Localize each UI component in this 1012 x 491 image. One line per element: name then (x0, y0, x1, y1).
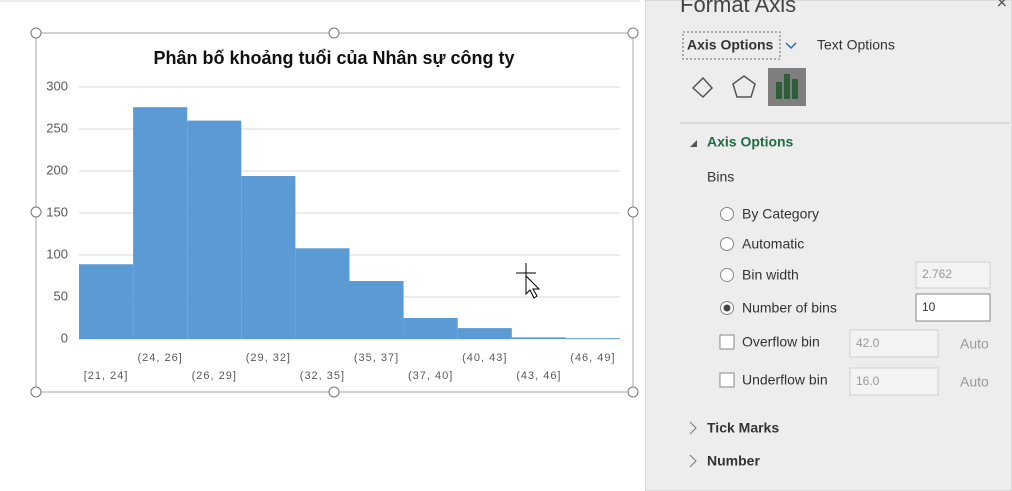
option[interactable]: By Category (742, 206, 819, 222)
x-tick-label: (29, 32] (246, 352, 291, 364)
x-tick-label: (24, 26] (137, 352, 182, 364)
option[interactable]: Automatic (742, 236, 804, 252)
tab[interactable]: Text Options (817, 37, 895, 53)
section[interactable]: Axis Options (707, 134, 794, 150)
bar (79, 264, 134, 339)
auto-button[interactable]: Auto (960, 374, 989, 390)
bar (565, 338, 620, 339)
collapse (689, 421, 697, 435)
tab[interactable]: Axis Options (687, 37, 774, 53)
group: Bins (707, 169, 734, 185)
input-value: 16.0 (856, 374, 880, 388)
auto-button[interactable]: Auto (960, 336, 989, 352)
panel-title: Format Axis (680, 0, 796, 17)
option[interactable]: Number of bins (742, 300, 837, 316)
x-tick-label: (26, 29] (192, 370, 237, 382)
bar (349, 281, 404, 339)
input[interactable] (849, 329, 939, 358)
input-value: 42.0 (856, 336, 880, 350)
x-tick-label: (35, 37] (354, 352, 399, 364)
bar (403, 318, 458, 339)
effects-icon[interactable] (732, 75, 756, 98)
input-value: 10 (922, 300, 936, 314)
x-tick-label: [21, 24] (84, 370, 129, 382)
x-tick-label: (32, 35] (300, 370, 345, 382)
bar (511, 337, 566, 339)
collapse (689, 454, 697, 468)
y-tick-label: 100 (46, 246, 68, 261)
y-tick-label: 0 (61, 330, 68, 345)
cursor (516, 263, 541, 299)
input[interactable] (915, 261, 991, 289)
expand (690, 140, 697, 147)
option[interactable]: Underflow bin (742, 372, 828, 388)
radio-dot (723, 304, 731, 312)
option[interactable]: Bin width (742, 267, 799, 283)
x-tick-label: (40, 43] (462, 352, 507, 364)
input[interactable] (849, 367, 939, 396)
bar (241, 176, 296, 339)
handles (30, 27, 639, 398)
bar (295, 248, 350, 339)
x-tick-label: (43, 46] (516, 370, 561, 382)
format-panel: Format Axis ✕ Axis Options Text Options … (645, 0, 1012, 491)
y-tick-label: 50 (54, 288, 68, 303)
plot: 0 50 100 150 200 250 300 [21, 24] (24, 26] (26, 2… (46, 78, 620, 382)
x-tick-label: (37, 40] (408, 370, 453, 382)
axis-icon (776, 74, 798, 99)
section[interactable]: Tick Marks (707, 420, 779, 436)
close[interactable]: ✕ (996, 0, 1008, 11)
panel-bg (645, 0, 1012, 491)
y-tick-label: 200 (46, 162, 68, 177)
bar (133, 107, 188, 339)
tab-dropdown[interactable] (785, 42, 797, 50)
input[interactable] (915, 293, 991, 322)
section[interactable]: Number (707, 453, 760, 469)
chart-title: Phân bố khoảng tuổi của Nhân sự công ty (153, 48, 514, 68)
tab-focus (682, 31, 781, 60)
x-tick-label: (46, 49] (570, 352, 615, 364)
fill-icon[interactable] (691, 76, 714, 99)
y-tick-label: 250 (46, 120, 68, 135)
bar (457, 328, 512, 339)
checkbox[interactable] (719, 334, 735, 350)
checkbox[interactable] (719, 372, 735, 388)
y-tick-label: 300 (46, 78, 68, 93)
input-value: 2.762 (922, 267, 952, 281)
bar (187, 120, 242, 339)
y-tick-label: 150 (46, 204, 68, 219)
option[interactable]: Overflow bin (742, 334, 820, 350)
